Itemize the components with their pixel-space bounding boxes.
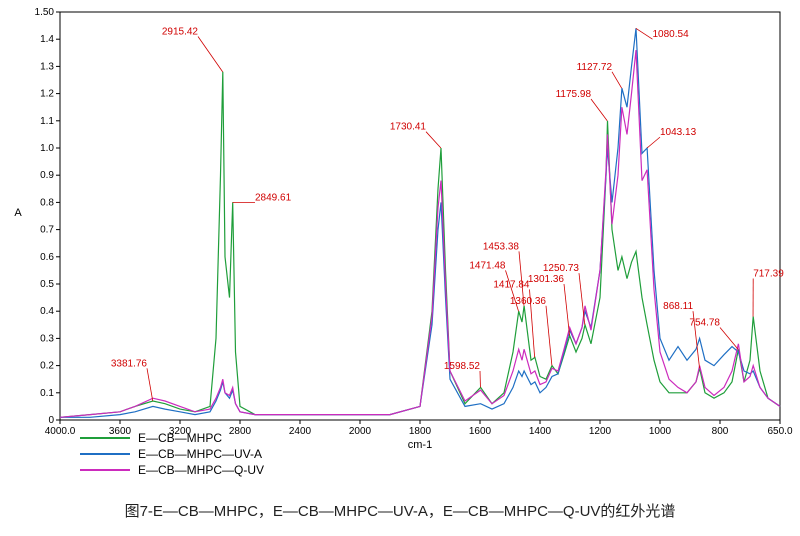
peak-label: 3381.76 [111,358,148,369]
peak-label: 1043.13 [660,127,697,138]
peak-label: 1301.36 [528,274,565,285]
y-tick-label: 0.4 [40,306,54,317]
x-tick-label: 1600 [469,426,492,437]
peak-label: 717.39 [753,269,784,280]
x-tick-label: 1200 [589,426,612,437]
peak-label: 1360.36 [510,296,547,307]
peak-label: 1250.73 [543,263,580,274]
x-tick-label: 1400 [529,426,552,437]
legend-label: E—CB—MHPC—UV-A [138,447,262,461]
peak-label: 1127.72 [577,62,613,73]
peak-label: 754.78 [689,318,720,329]
figure-caption: 图7-E—CB—MHPC，E—CB—MHPC—UV-A，E—CB—MHPC—Q-… [0,500,800,521]
peak-label: 2915.42 [162,26,199,37]
x-tick-label: 4000.0 [45,426,76,437]
peak-label: 1175.98 [556,89,592,100]
y-tick-label: 0.6 [40,252,54,263]
x-axis-label: cm-1 [408,439,432,451]
peak-label: 1471.48 [469,260,506,271]
x-tick-label: 650.0 [767,426,792,437]
x-tick-label: 3600 [109,426,132,437]
y-tick-label: 0.1 [40,388,54,399]
peak-label: 1080.54 [653,29,690,40]
legend-label: E—CB—MHPC [138,431,222,445]
peak-label: 2849.61 [255,192,292,203]
y-tick-label: 0 [48,415,54,426]
y-tick-label: 1.0 [40,143,54,154]
y-tick-label: 1.3 [40,61,54,72]
ir-spectrum-figure: 0 0.1 0.2 0.3 0.4 0.5 0.6 0.7 0.8 0.9 1.0 1.1 1.2 1.3… [0,0,800,536]
y-tick-label: 0.5 [40,279,54,290]
x-tick-label: 2400 [289,426,312,437]
y-tick-label: 0.8 [40,197,54,208]
y-axis-label: A [14,207,22,219]
legend-label: E—CB—MHPC—Q-UV [138,463,264,477]
peak-label: 868.11 [663,301,693,312]
peak-label: 1730.41 [390,122,427,133]
peak-label: 1417.84 [493,279,530,290]
y-tick-label: 0.2 [40,361,54,372]
plot-area [60,12,780,420]
y-tick-label: 0.9 [40,170,54,181]
chart-svg: 0 0.1 0.2 0.3 0.4 0.5 0.6 0.7 0.8 0.9 1.0 1.1 1.2 1.3… [0,0,800,500]
x-tick-label: 2800 [229,426,252,437]
x-tick-label: 800 [712,426,729,437]
x-tick-label: 1000 [649,426,672,437]
y-tick-label: 1.1 [40,116,54,127]
y-tick-label: 1.4 [40,34,54,45]
y-tick-label: 1.50 [35,7,55,18]
x-tick-label: 2000 [349,426,372,437]
y-tick-label: 0.3 [40,333,54,344]
x-tick-label: 1800 [409,426,432,437]
peak-label: 1453.38 [483,241,520,252]
y-tick-label: 1.2 [40,89,54,100]
peak-label: 1598.52 [444,361,481,372]
y-tick-label: 0.7 [40,225,54,236]
